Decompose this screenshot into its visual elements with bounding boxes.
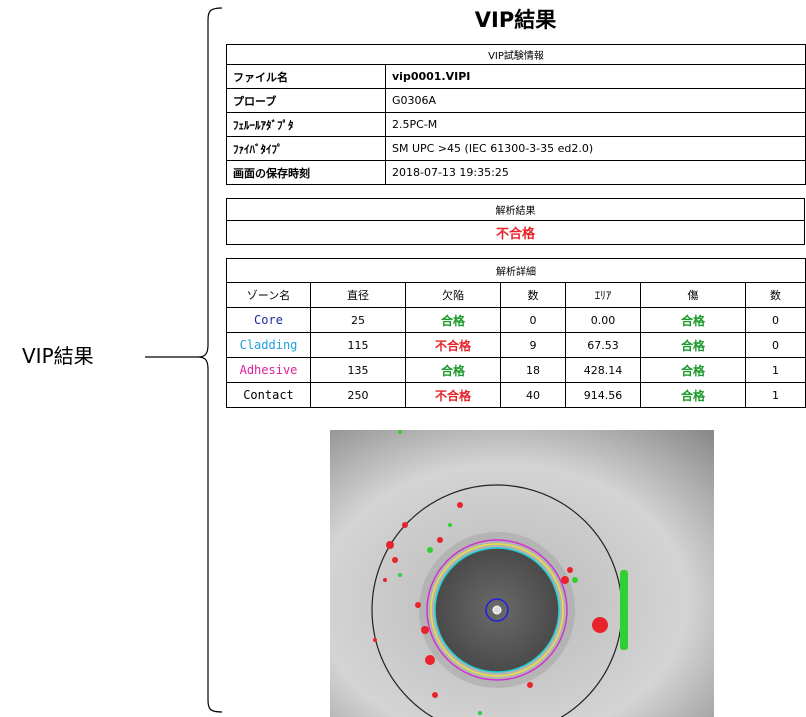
result-table: 解析結果 不合格: [226, 198, 805, 245]
zone-name: Adhesive: [226, 357, 311, 383]
zone-cell: 25: [310, 307, 406, 333]
zone-cell: 1: [744, 357, 806, 383]
zone-row: Contact 250 不合格 40 914.56 合格 1: [226, 382, 806, 408]
side-label: VIP結果: [22, 344, 94, 368]
zone-cell: 合格: [640, 382, 746, 408]
zone-name: Cladding: [226, 332, 311, 358]
zone-cell: 不合格: [405, 332, 501, 358]
detail-table: 解析詳細 ゾーン名 直径 欠陥数ｴﾘｱ傷数 Core 25 合格 0 0.00 合格 0 Cladd…: [225, 258, 806, 408]
zone-cell: 合格: [640, 307, 746, 333]
info-label: 画面の保存時刻: [226, 160, 386, 185]
brace: [197, 7, 223, 713]
table-title: VIP試験情報: [225, 44, 806, 65]
zone-cell: 40: [500, 382, 566, 408]
zone-row: Adhesive 135 合格 18 428.14 合格 1: [226, 357, 806, 383]
zone-cell: 135: [310, 357, 406, 383]
table-title: 解析結果: [226, 198, 805, 221]
zone-cell: 9: [500, 332, 566, 358]
zone-cell: 0: [500, 307, 566, 333]
column-header: ｴﾘｱ: [565, 282, 641, 308]
zone-row: Cladding 115 不合格 9 67.53 合格 0: [226, 332, 806, 358]
info-label: ﾌｪﾙｰﾙｱﾀﾞﾌﾟﾀ: [226, 112, 386, 137]
zone-cell: 合格: [405, 357, 501, 383]
info-label: プローブ: [226, 88, 386, 113]
zone-name: Core: [226, 307, 311, 333]
info-value: SM UPC >45 (IEC 61300-3-35 ed2.0): [384, 136, 806, 161]
report-title: VIP結果: [474, 8, 557, 32]
fiber-image: [330, 430, 714, 717]
column-header: 傷: [640, 282, 746, 308]
zone-cell: 0: [744, 307, 806, 333]
zone-cell: 合格: [640, 332, 746, 358]
result-value: 不合格: [226, 220, 805, 245]
zone-cell: 428.14: [565, 357, 641, 383]
info-value: 2.5PC-M: [384, 112, 806, 137]
info-value: vip0001.VIPI: [384, 64, 806, 89]
zone-cell: 1: [744, 382, 806, 408]
column-header: 数: [744, 282, 806, 308]
info-value: 2018-07-13 19:35:25: [384, 160, 806, 185]
info-label: ﾌｧｲﾊﾞﾀｲﾌﾟ: [226, 136, 386, 161]
column-header: 直径: [310, 282, 406, 308]
zone-cell: 0.00: [565, 307, 641, 333]
zone-cell: 合格: [405, 307, 501, 333]
zone-cell: 0: [744, 332, 806, 358]
zone-cell: 合格: [640, 357, 746, 383]
info-label: ファイル名: [226, 64, 386, 89]
zone-cell: 115: [310, 332, 406, 358]
zone-name: Contact: [226, 382, 311, 408]
zone-cell: 67.53: [565, 332, 641, 358]
column-header: ゾーン名: [226, 282, 311, 308]
column-header: 数: [500, 282, 566, 308]
table-title: 解析詳細: [225, 258, 806, 283]
zone-cell: 914.56: [565, 382, 641, 408]
zone-cell: 不合格: [405, 382, 501, 408]
header-row: ゾーン名 直径 欠陥数ｴﾘｱ傷数: [226, 282, 806, 308]
column-header: 欠陥: [405, 282, 501, 308]
zone-cell: 18: [500, 357, 566, 383]
info-table: VIP試験情報 ファイル名 vip0001.VIPI プローブ G0306A ﾌｪﾙ…: [225, 44, 806, 185]
zone-row: Core 25 合格 0 0.00 合格 0: [226, 307, 806, 333]
zone-cell: 250: [310, 382, 406, 408]
info-value: G0306A: [384, 88, 806, 113]
